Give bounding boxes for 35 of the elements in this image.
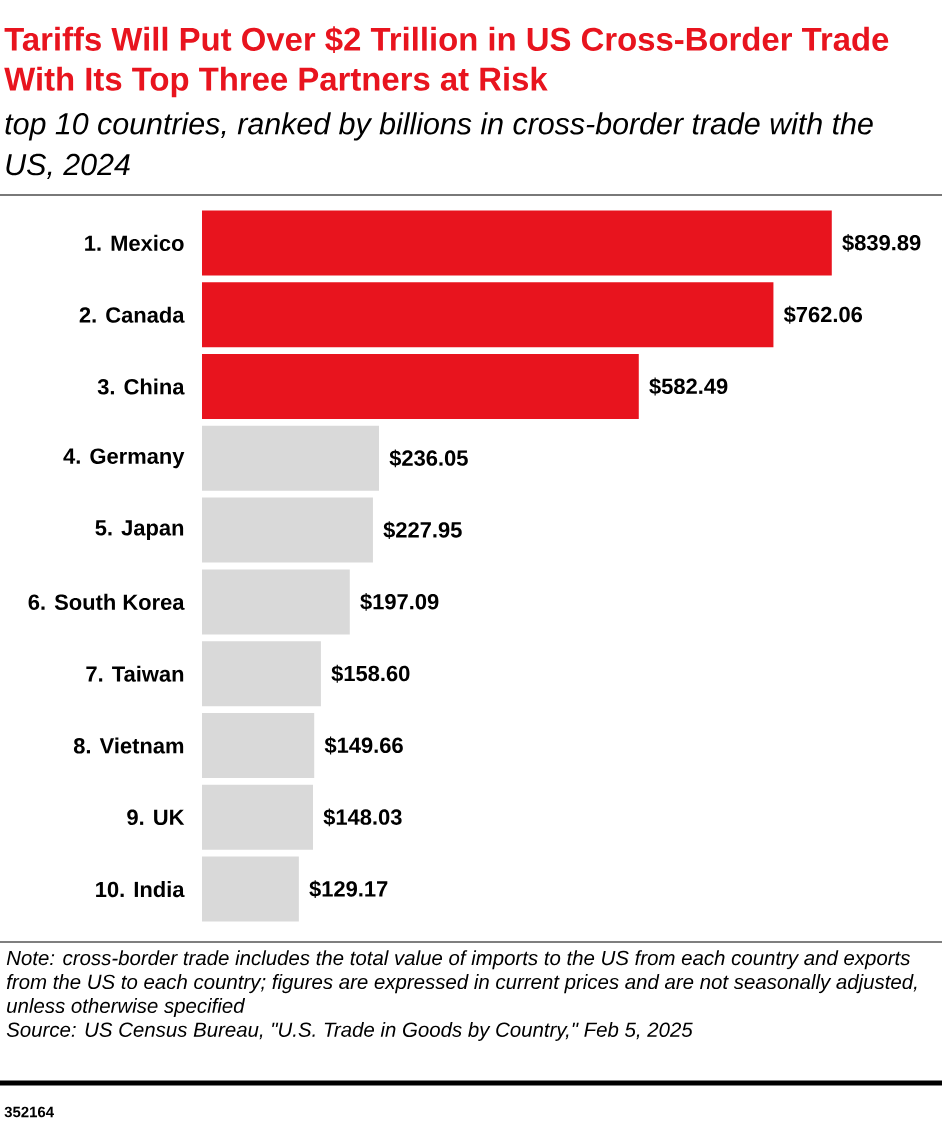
bar	[202, 641, 321, 707]
chart-subtitle: top 10 countries, ranked by billions in cross-border trade with the US, 2024	[5, 112, 873, 179]
data-label: $148.03	[323, 808, 402, 827]
y-tick-label: 4. Germany	[63, 448, 185, 469]
data-label: $236.05	[389, 449, 468, 468]
bar	[202, 784, 313, 850]
data-label: $149.66	[324, 736, 403, 755]
text: 352164	[4, 1106, 54, 1118]
data-label: $158.60	[331, 664, 410, 683]
y-tick-label: 1. Mexico	[85, 234, 184, 251]
data-label: $129.17	[309, 880, 388, 899]
bar	[202, 497, 373, 563]
y-tick-label: 8. Vietnam	[73, 737, 184, 754]
y-tick-label: 5. Japan	[95, 520, 184, 540]
data-label: $197.09	[360, 592, 439, 611]
source-note: Source: US Census Bureau, "U.S. Trade in Goods by Country," Feb 5, 2025	[6, 1021, 693, 1041]
data-label: $839.89	[842, 233, 921, 252]
y-tick-label: 3. China	[97, 378, 185, 395]
y-tick-label: 10. India	[96, 881, 185, 898]
bar	[202, 713, 315, 779]
bar	[202, 856, 299, 922]
y-tick-label: 2. Canada	[79, 306, 185, 323]
chart-title: Tariffs Will Put Over $2 Trillion in US Cross-Border Trade With Its Top Three Partners at Risk	[4, 26, 889, 98]
bar	[202, 425, 379, 491]
text: Note: cross-border trade includes the total value of imports to the US from each country and exports from the US to each country; figures are expressed in current prices and are not seasonally adjusted, unless otherwise specified	[6, 950, 917, 1018]
bar	[202, 354, 639, 420]
data-label: $762.06	[783, 305, 863, 324]
bar	[202, 282, 774, 348]
y-tick-label: 9. UK	[127, 809, 185, 826]
data-label: $582.49	[649, 377, 728, 396]
data-label: $227.95	[383, 521, 462, 540]
y-tick-label: 6. South Korea	[28, 593, 185, 610]
bar	[202, 210, 832, 276]
bar	[202, 569, 350, 635]
y-tick-label: 7. Taiwan	[86, 665, 184, 682]
